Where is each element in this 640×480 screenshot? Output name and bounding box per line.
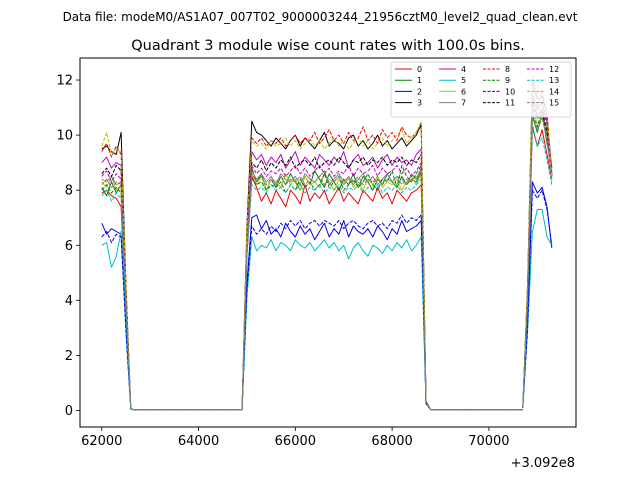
legend-label-11: 11	[505, 99, 515, 108]
legend-label-8: 8	[505, 65, 510, 74]
series-13-line	[241, 178, 432, 411]
series-15-line	[101, 178, 136, 411]
series-15	[101, 109, 553, 411]
legend-label-4: 4	[461, 65, 466, 74]
series-0-line	[241, 175, 432, 411]
legend-label-14: 14	[549, 87, 559, 96]
legend-label-15: 15	[549, 99, 559, 108]
series-14-line	[241, 120, 432, 411]
series-12-line	[101, 170, 136, 411]
series-10-line	[241, 214, 432, 411]
series-11-line	[241, 153, 432, 411]
plot-frame	[79, 57, 577, 428]
series-5-line	[241, 236, 432, 411]
x-tick-label: 66000	[275, 434, 316, 449]
x-offset-label: +3.092e8	[511, 456, 575, 471]
legend-label-3: 3	[417, 99, 422, 108]
y-tick-label: 10	[56, 129, 73, 144]
y-tick-label: 0	[65, 404, 73, 419]
series-10-line	[522, 189, 553, 408]
series-13-line	[101, 189, 136, 411]
series-8-line	[101, 142, 136, 411]
series-15-line	[241, 170, 432, 411]
y-tick-label: 2	[65, 349, 73, 364]
legend-label-6: 6	[461, 87, 466, 96]
legend-label-12: 12	[549, 65, 559, 74]
y-tick-label: 4	[65, 294, 73, 309]
series-8-line	[241, 126, 432, 411]
series-12-line	[241, 162, 432, 411]
chart-title: Quadrant 3 module wise count rates with …	[131, 38, 525, 54]
x-axis: 62000 64000 66000 68000 70000	[81, 427, 510, 449]
legend-label-9: 9	[505, 76, 510, 85]
y-tick-label: 6	[65, 239, 73, 254]
figure-suptitle: Data file: modeM0/AS1A07_007T02_90000032…	[63, 10, 578, 24]
y-axis: 0 2 4 6 8 10 12	[56, 74, 80, 419]
legend-label-13: 13	[549, 76, 559, 85]
legend-label-2: 2	[417, 87, 422, 96]
x-tick-label: 64000	[178, 434, 219, 449]
legend-label-5: 5	[461, 76, 466, 85]
x-tick-label: 70000	[468, 434, 509, 449]
series-11-line	[522, 104, 553, 408]
legend-label-0: 0	[417, 65, 422, 74]
y-tick-label: 8	[65, 184, 73, 199]
series-1-line	[241, 167, 432, 411]
y-tick-label: 12	[56, 74, 73, 89]
legend-label-7: 7	[461, 99, 466, 108]
x-tick-label: 68000	[371, 434, 412, 449]
legend-label-1: 1	[417, 76, 422, 85]
series-2-line	[241, 214, 432, 411]
legend-label-10: 10	[505, 87, 515, 96]
x-tick-label: 62000	[81, 434, 122, 449]
legend-box	[390, 61, 572, 118]
